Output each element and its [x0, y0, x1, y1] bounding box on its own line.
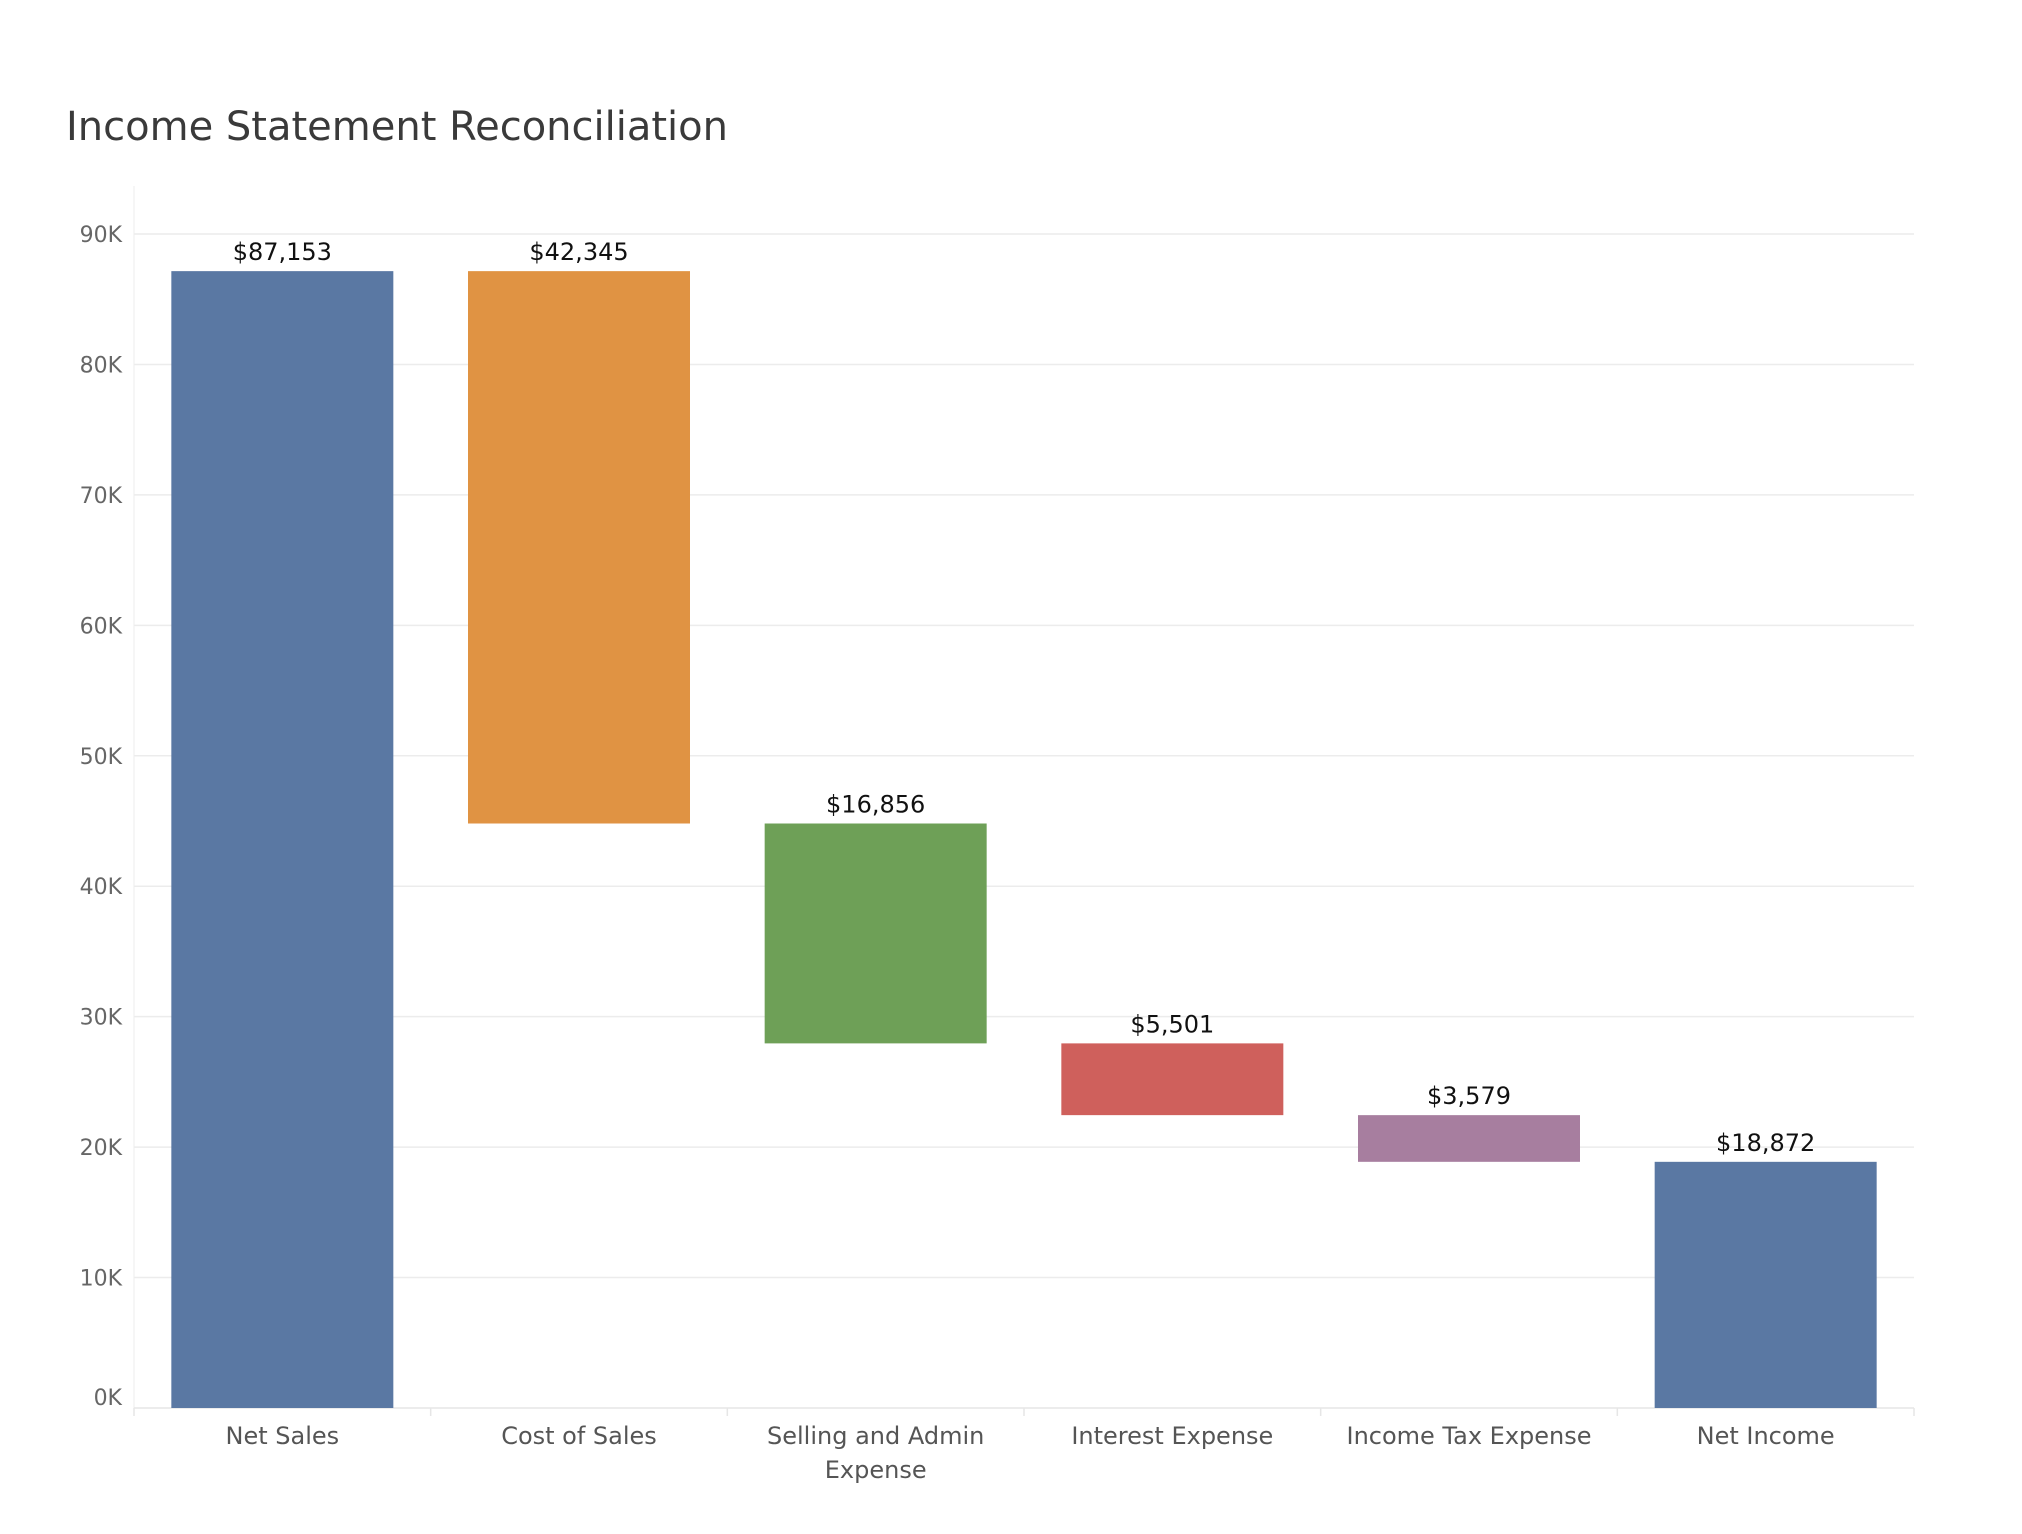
y-tick-label: 70K [80, 484, 123, 509]
x-category-label: Selling and Admin [767, 1422, 984, 1450]
waterfall-bar[interactable] [764, 823, 987, 1044]
chart-title: Income Statement Reconciliation [66, 104, 728, 150]
y-tick-label: 40K [80, 875, 123, 900]
y-tick-label: 80K [80, 353, 123, 378]
y-tick-label: 20K [80, 1136, 123, 1161]
y-tick-label: 90K [80, 223, 123, 248]
y-tick-label: 60K [80, 614, 123, 639]
waterfall-bar[interactable] [468, 271, 690, 824]
bar-value-label: $18,872 [1716, 1129, 1815, 1157]
x-category-label: Net Sales [226, 1422, 340, 1450]
x-category-label: Expense [825, 1456, 927, 1484]
bar-value-label: $42,345 [529, 238, 628, 266]
bar-value-label: $5,501 [1130, 1010, 1214, 1038]
x-category-label: Income Tax Expense [1346, 1422, 1591, 1450]
y-tick-label: 10K [80, 1267, 123, 1292]
axes: 0K 10K 20K 30K 40K 50K 60K 70K 80K 90K Net Sales Co… [80, 186, 1915, 1484]
bar-value-label: $3,579 [1427, 1082, 1511, 1110]
waterfall-bar[interactable] [1654, 1161, 1877, 1408]
y-tick-label: 50K [80, 745, 123, 770]
waterfall-bar[interactable] [1358, 1115, 1580, 1162]
bar-value-label: $16,856 [826, 791, 925, 819]
waterfall-bar[interactable] [171, 271, 394, 1408]
x-category-label: Interest Expense [1071, 1422, 1273, 1450]
x-category-label: Cost of Sales [501, 1422, 657, 1450]
y-tick-label: 30K [80, 1006, 123, 1031]
x-category-label: Net Income [1697, 1422, 1835, 1450]
bar-value-label: $87,153 [233, 238, 332, 266]
waterfall-bar[interactable] [1061, 1043, 1284, 1116]
data-labels: $87,153 $42,345 $16,856 $5,501 $3,579 $18,872 [233, 238, 1816, 1157]
y-tick-label: 0K [94, 1386, 123, 1411]
bars [171, 271, 1877, 1408]
gridlines [134, 233, 1914, 1279]
